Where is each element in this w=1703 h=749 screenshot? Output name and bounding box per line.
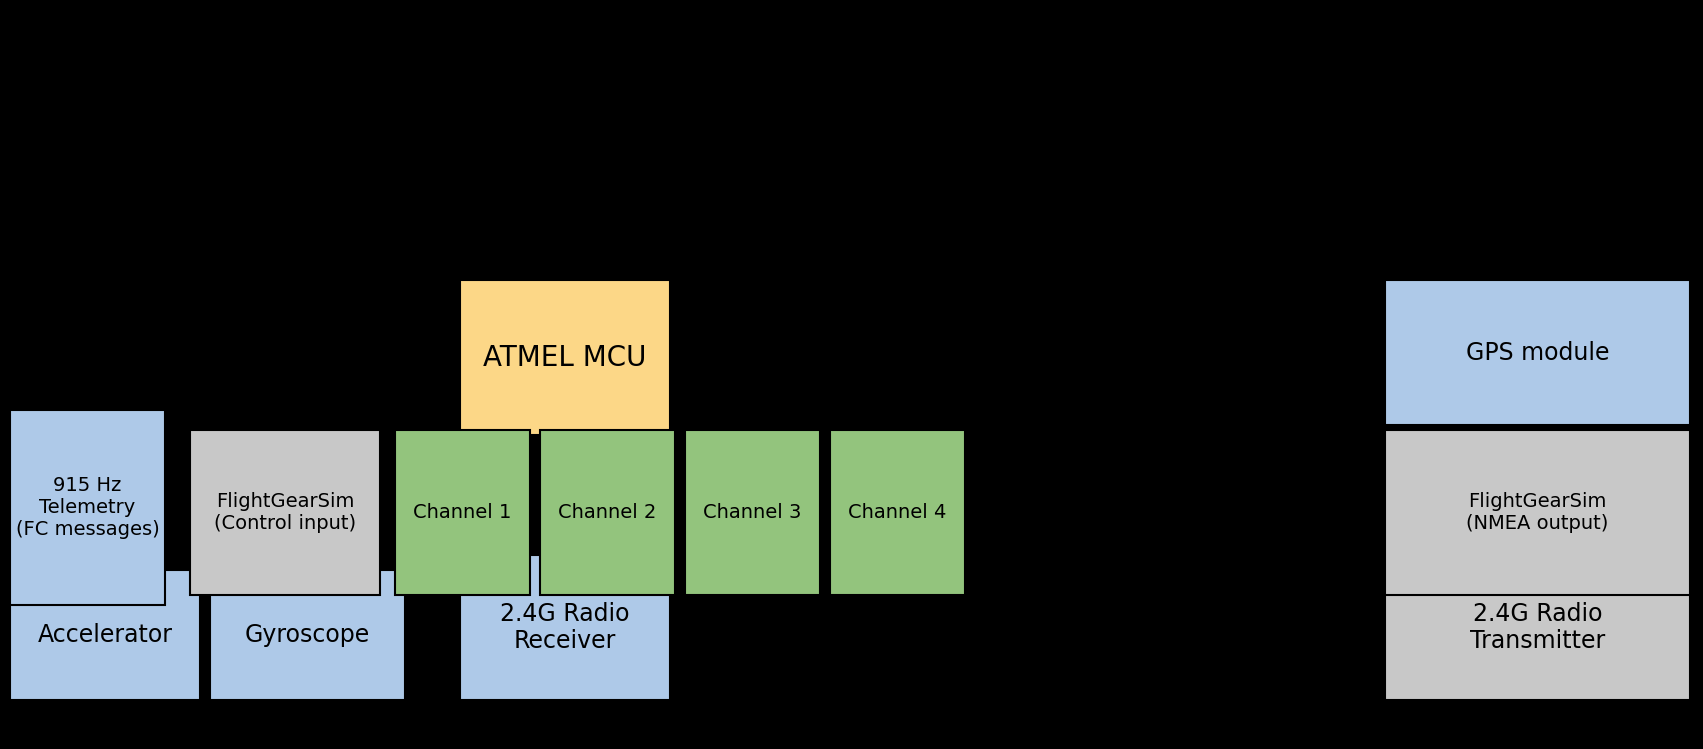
Text: FlightGearSim
(NMEA output): FlightGearSim (NMEA output)	[1466, 492, 1609, 533]
FancyBboxPatch shape	[209, 570, 405, 700]
FancyBboxPatch shape	[395, 430, 530, 595]
Text: 915 Hz
Telemetry
(FC messages): 915 Hz Telemetry (FC messages)	[15, 476, 160, 539]
FancyBboxPatch shape	[10, 570, 199, 700]
FancyBboxPatch shape	[829, 430, 966, 595]
Text: Gyroscope: Gyroscope	[245, 623, 370, 647]
FancyBboxPatch shape	[540, 430, 674, 595]
Text: Channel 2: Channel 2	[559, 503, 657, 522]
Text: GPS module: GPS module	[1466, 341, 1609, 365]
FancyBboxPatch shape	[460, 280, 669, 435]
FancyBboxPatch shape	[685, 430, 821, 595]
Text: 2.4G Radio
Transmitter: 2.4G Radio Transmitter	[1470, 601, 1606, 653]
Text: Accelerator: Accelerator	[37, 623, 172, 647]
FancyBboxPatch shape	[1385, 555, 1689, 700]
Text: Channel 3: Channel 3	[703, 503, 802, 522]
FancyBboxPatch shape	[460, 555, 669, 700]
FancyBboxPatch shape	[10, 410, 165, 605]
FancyBboxPatch shape	[1385, 430, 1689, 595]
FancyBboxPatch shape	[1385, 280, 1689, 425]
Text: Channel 1: Channel 1	[414, 503, 511, 522]
Text: FlightGearSim
(Control input): FlightGearSim (Control input)	[215, 492, 356, 533]
Text: Channel 4: Channel 4	[848, 503, 947, 522]
Text: 2.4G Radio
Receiver: 2.4G Radio Receiver	[501, 601, 630, 653]
Text: ATMEL MCU: ATMEL MCU	[484, 344, 647, 372]
FancyBboxPatch shape	[191, 430, 380, 595]
